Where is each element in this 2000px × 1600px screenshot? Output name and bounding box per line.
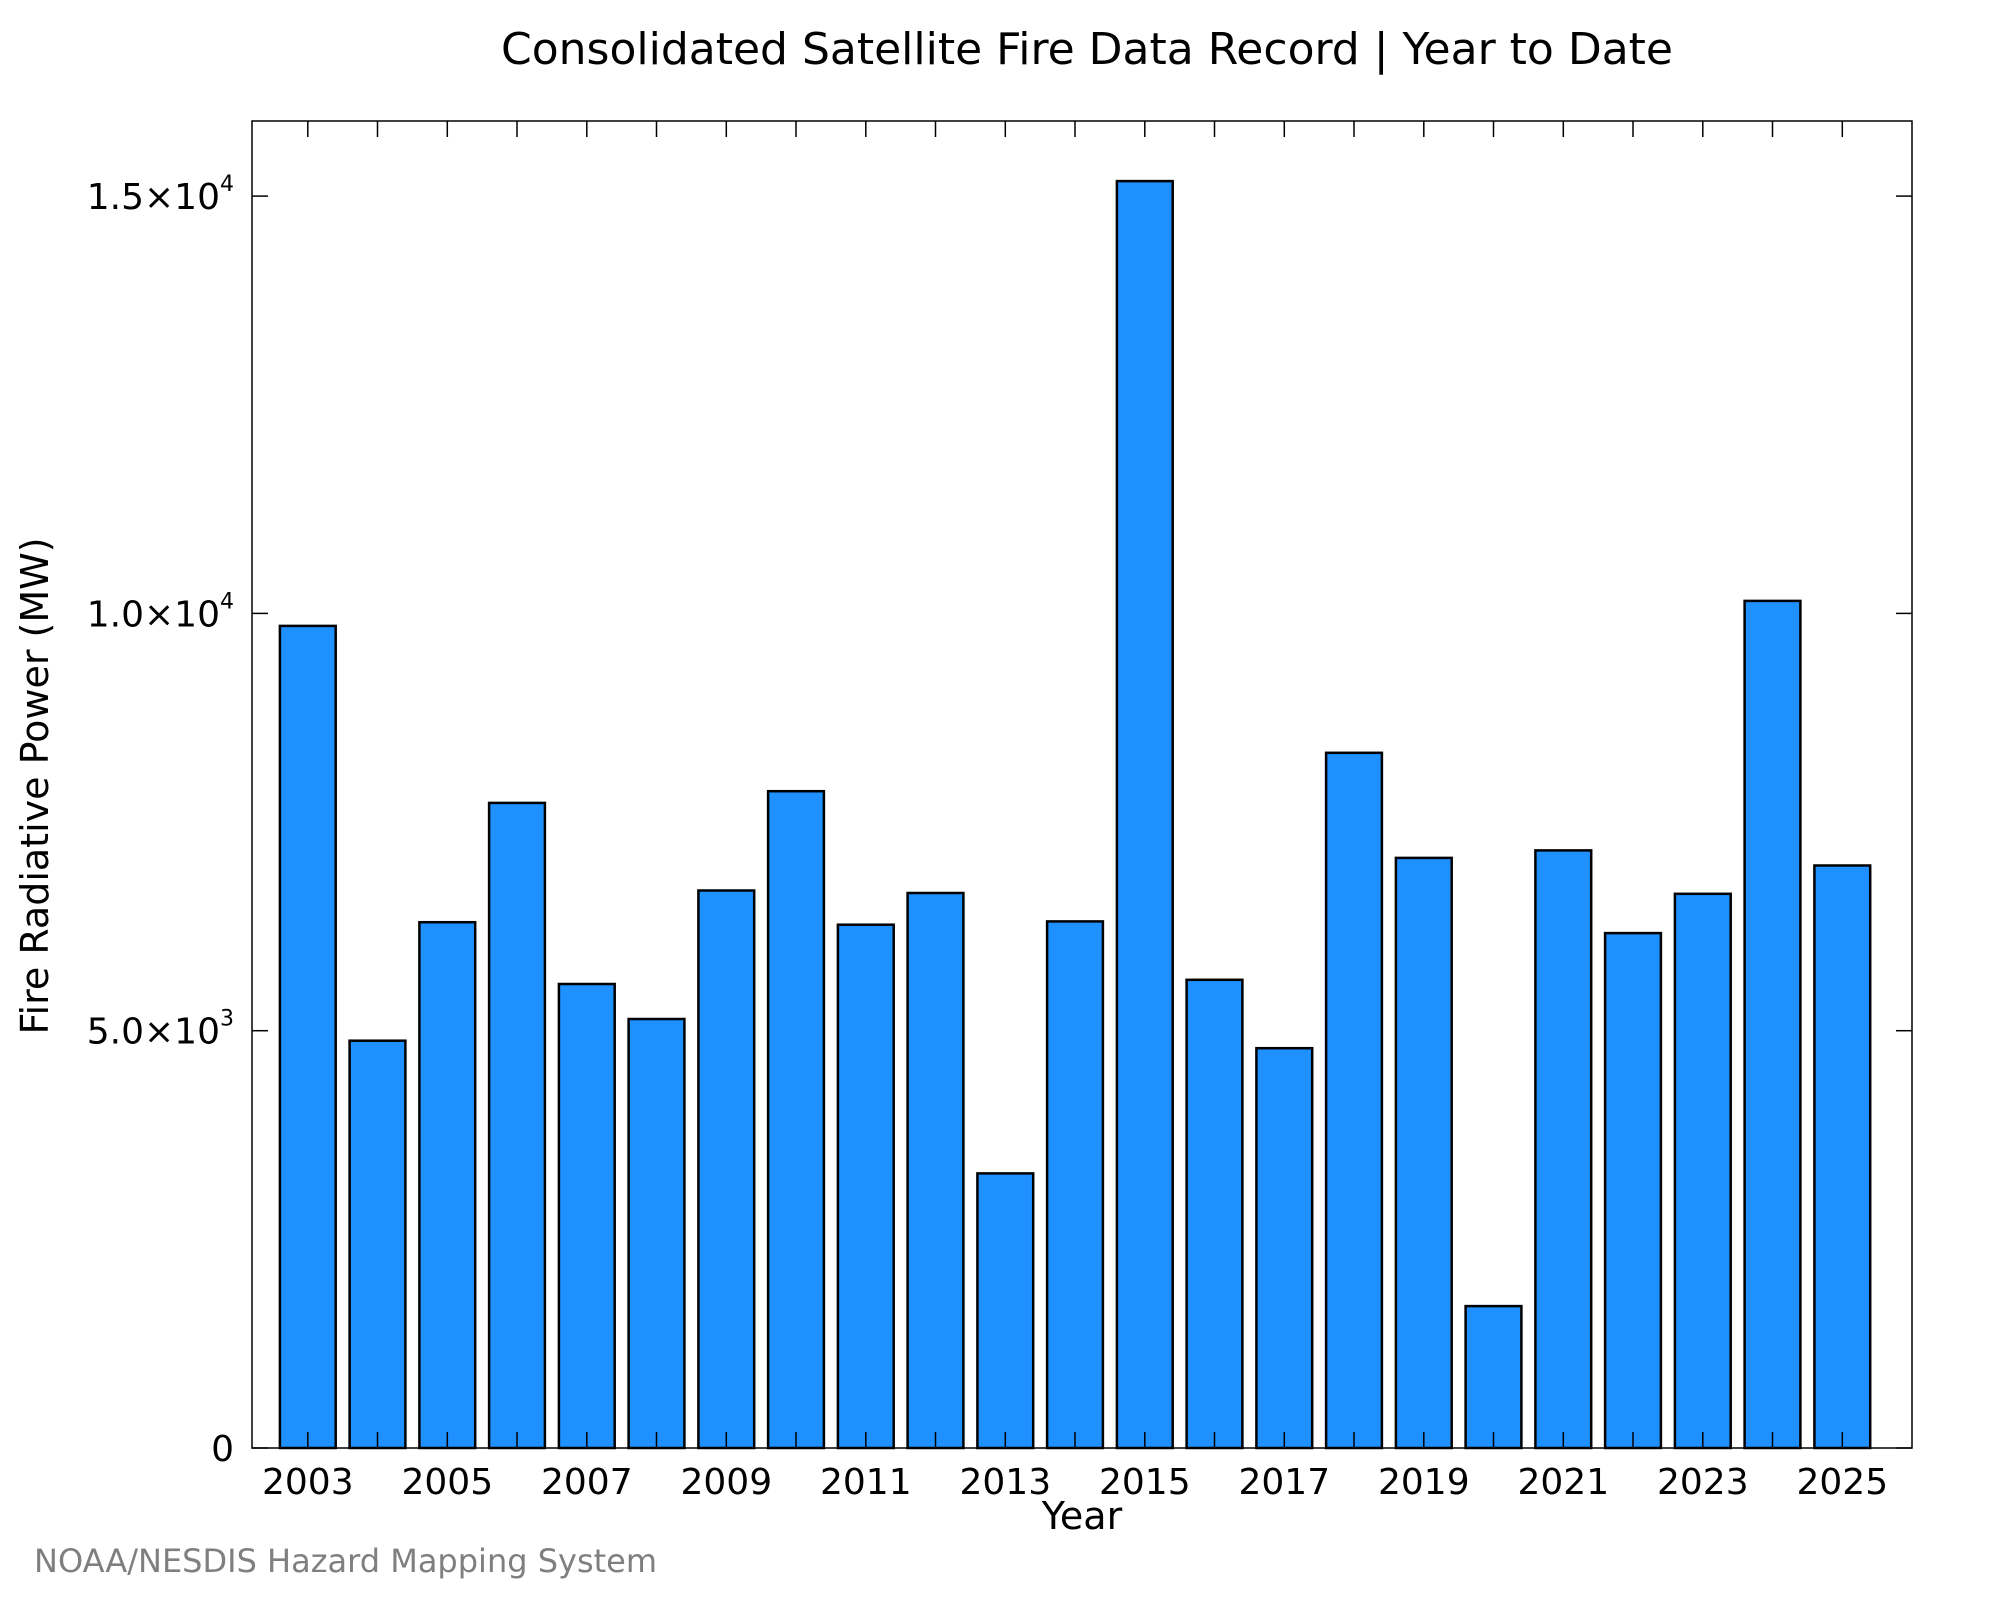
bar-2008 xyxy=(627,1017,686,1450)
bar-2023 xyxy=(1673,892,1732,1450)
x-axis-ticks: 2003 2005 2007 2009 2011 2013 2015 2017 2019 2021… xyxy=(262,121,1888,1503)
x-tick-label: 2007 xyxy=(541,1462,633,1503)
y-tick-label: 0 xyxy=(211,1429,234,1470)
y-tick-label: 5.0×103 xyxy=(87,1007,234,1053)
x-tick-label: 2023 xyxy=(1657,1462,1749,1503)
bar-2006 xyxy=(487,801,547,1450)
bar-2009 xyxy=(697,889,756,1450)
bars-group xyxy=(278,179,1872,1450)
chart-title: Consolidated Satellite Fire Data Record … xyxy=(501,24,1673,75)
x-tick-label: 2009 xyxy=(680,1462,772,1503)
x-tick-label: 2017 xyxy=(1238,1462,1330,1503)
bar-2021 xyxy=(1534,849,1593,1450)
bar-2024 xyxy=(1743,599,1802,1450)
x-tick-label: 2005 xyxy=(401,1462,493,1503)
bar-2010 xyxy=(766,789,826,1450)
bar-2020 xyxy=(1464,1304,1523,1450)
x-tick-label: 2025 xyxy=(1796,1462,1888,1503)
credit-text: NOAA/NESDIS Hazard Mapping System xyxy=(34,1542,657,1580)
bar-2003 xyxy=(278,624,337,1450)
bar-2012 xyxy=(906,891,965,1450)
bar-2022 xyxy=(1603,931,1663,1450)
x-tick-label: 2021 xyxy=(1517,1462,1609,1503)
bar-2018 xyxy=(1324,751,1384,1450)
bar-2013 xyxy=(976,1172,1035,1450)
bar-2019 xyxy=(1394,856,1453,1450)
y-tick-label: 1.0×104 xyxy=(87,589,234,635)
x-tick-label: 2003 xyxy=(262,1462,354,1503)
bar-2007 xyxy=(557,982,616,1450)
bar-2014 xyxy=(1045,920,1105,1450)
x-tick-label: 2019 xyxy=(1378,1462,1470,1503)
bar-2004 xyxy=(348,1039,407,1450)
x-tick-label: 2011 xyxy=(820,1462,912,1503)
y-axis-ticks: 0 5.0×103 1.0×104 1.5×104 xyxy=(87,172,1912,1470)
y-tick-label: 1.5×104 xyxy=(87,172,234,218)
bar-2016 xyxy=(1185,978,1244,1450)
bar-2005 xyxy=(418,920,477,1450)
bar-2025 xyxy=(1813,864,1872,1450)
bar-2011 xyxy=(836,923,895,1450)
bar-2017 xyxy=(1255,1046,1314,1450)
bar-2015 xyxy=(1115,179,1174,1450)
x-tick-label: 2015 xyxy=(1099,1462,1191,1503)
x-tick-label: 2013 xyxy=(959,1462,1051,1503)
y-axis-label: Fire Radiative Power (MW) xyxy=(13,537,57,1034)
plot-frame xyxy=(251,120,1913,1449)
x-axis-label: Year xyxy=(1041,1494,1123,1538)
